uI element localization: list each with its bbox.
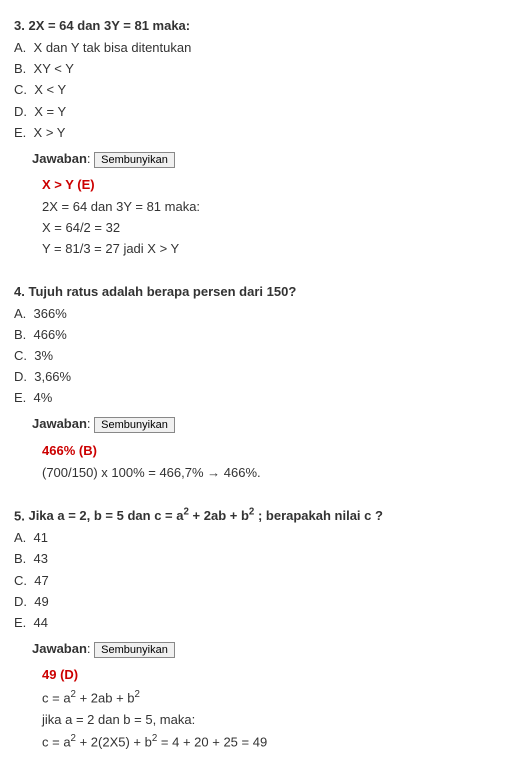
question-4: 4. Tujuh ratus adalah berapa persen dari… [14, 282, 497, 483]
answer-label: Jawaban [32, 416, 87, 431]
question-5-num: 5. [14, 508, 25, 523]
option-label: A. [14, 530, 26, 545]
txt: c = a [42, 691, 71, 706]
question-5-text: 5. Jika a = 2, b = 5 dan c = a2 + 2ab + … [14, 505, 497, 526]
option-4c: C. 3% [14, 346, 497, 366]
solution-line: c = a2 + 2ab + b2 [42, 687, 497, 708]
option-label: D. [14, 104, 27, 119]
answer-5-row: Jawaban: Sembunyikan [14, 639, 497, 659]
solution-5: 49 (D) c = a2 + 2ab + b2 jika a = 2 dan … [14, 665, 497, 752]
solution-4-heading: 466% (B) [42, 441, 497, 461]
option-text: 3,66% [34, 369, 71, 384]
question-3-num: 3. [14, 18, 25, 33]
option-5b: B. 43 [14, 549, 497, 569]
option-text: XY < Y [34, 61, 74, 76]
option-text: 41 [34, 530, 48, 545]
txt: = 4 + 20 + 25 = 49 [157, 734, 267, 749]
option-3b: B. XY < Y [14, 59, 497, 79]
question-3: 3. 2X = 64 dan 3Y = 81 maka: A. X dan Y … [14, 16, 497, 260]
hide-button-5[interactable]: Sembunyikan [94, 642, 175, 658]
option-label: B. [14, 61, 26, 76]
hide-button-4[interactable]: Sembunyikan [94, 417, 175, 433]
option-text: 4% [34, 390, 53, 405]
answer-label: Jawaban [32, 151, 87, 166]
option-text: 3% [34, 348, 53, 363]
hide-button-3[interactable]: Sembunyikan [94, 152, 175, 168]
solution-4: 466% (B) (700/150) x 100% = 466,7% → 466… [14, 441, 497, 483]
txt: Jika a = 2, b = 5 dan c = a [28, 508, 183, 523]
option-text: 366% [34, 306, 67, 321]
option-label: A. [14, 40, 26, 55]
option-label: E. [14, 615, 26, 630]
option-text: 44 [34, 615, 48, 630]
option-text: X > Y [34, 125, 66, 140]
option-4d: D. 3,66% [14, 367, 497, 387]
option-5e: E. 44 [14, 613, 497, 633]
option-label: A. [14, 306, 26, 321]
txt: + 2ab + b [76, 691, 135, 706]
answer-label: Jawaban [32, 641, 87, 656]
option-text: X < Y [34, 82, 66, 97]
option-4a: A. 366% [14, 304, 497, 324]
question-3-options: A. X dan Y tak bisa ditentukan B. XY < Y… [14, 38, 497, 143]
solution-3: X > Y (E) 2X = 64 dan 3Y = 81 maka: X = … [14, 175, 497, 260]
solution-line: c = a2 + 2(2X5) + b2 = 4 + 20 + 25 = 49 [42, 731, 497, 752]
option-label: E. [14, 390, 26, 405]
option-5d: D. 49 [14, 592, 497, 612]
option-3d: D. X = Y [14, 102, 497, 122]
option-3e: E. X > Y [14, 123, 497, 143]
option-text: 43 [34, 551, 48, 566]
answer-4-row: Jawaban: Sembunyikan [14, 414, 497, 434]
option-label: C. [14, 348, 27, 363]
solution-line: X = 64/2 = 32 [42, 218, 497, 238]
answer-3-row: Jawaban: Sembunyikan [14, 149, 497, 169]
solution-line: Y = 81/3 = 27 jadi X > Y [42, 239, 497, 259]
question-5: 5. Jika a = 2, b = 5 dan c = a2 + 2ab + … [14, 505, 497, 753]
question-5-body: Jika a = 2, b = 5 dan c = a2 + 2ab + b2 … [28, 508, 382, 523]
option-text: 47 [34, 573, 48, 588]
option-label: D. [14, 594, 27, 609]
option-label: D. [14, 369, 27, 384]
option-5c: C. 47 [14, 571, 497, 591]
txt: + 2ab + b [189, 508, 249, 523]
solution-line: 2X = 64 dan 3Y = 81 maka: [42, 197, 497, 217]
option-3a: A. X dan Y tak bisa ditentukan [14, 38, 497, 58]
option-label: B. [14, 551, 26, 566]
question-4-options: A. 366% B. 466% C. 3% D. 3,66% E. 4% [14, 304, 497, 409]
txt: ; berapakah nilai c ? [254, 508, 383, 523]
option-text: 49 [34, 594, 48, 609]
sup-2: 2 [135, 689, 140, 700]
option-text: 466% [34, 327, 67, 342]
option-label: E. [14, 125, 26, 140]
solution-5-heading: 49 (D) [42, 665, 497, 685]
question-3-body: 2X = 64 dan 3Y = 81 maka: [28, 18, 190, 33]
question-3-text: 3. 2X = 64 dan 3Y = 81 maka: [14, 16, 497, 36]
question-4-body: Tujuh ratus adalah berapa persen dari 15… [28, 284, 296, 299]
option-5a: A. 41 [14, 528, 497, 548]
option-label: C. [14, 573, 27, 588]
txt: c = a [42, 734, 71, 749]
option-text: X = Y [34, 104, 66, 119]
option-4b: B. 466% [14, 325, 497, 345]
question-4-text: 4. Tujuh ratus adalah berapa persen dari… [14, 282, 497, 302]
question-5-options: A. 41 B. 43 C. 47 D. 49 E. 44 [14, 528, 497, 633]
option-label: B. [14, 327, 26, 342]
txt: + 2(2X5) + b [76, 734, 152, 749]
question-4-num: 4. [14, 284, 25, 299]
solution-line: jika a = 2 dan b = 5, maka: [42, 710, 497, 730]
option-text: X dan Y tak bisa ditentukan [34, 40, 192, 55]
option-label: C. [14, 82, 27, 97]
solution-3-heading: X > Y (E) [42, 175, 497, 195]
option-3c: C. X < Y [14, 80, 497, 100]
option-4e: E. 4% [14, 388, 497, 408]
solution-line: (700/150) x 100% = 466,7% → 466%. [42, 463, 497, 483]
